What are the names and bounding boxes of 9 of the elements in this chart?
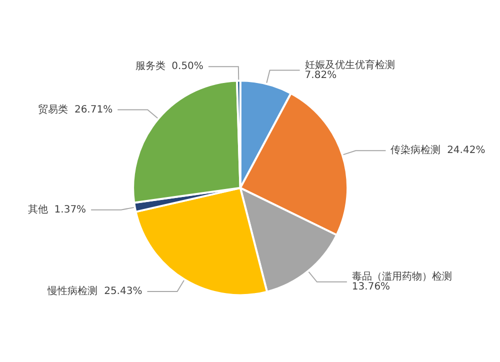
slice-label: 传染病检测 24.42% [390, 144, 486, 156]
data-label: 7.82% [304, 70, 337, 81]
slice-label: 贸易类 26.71% [38, 103, 113, 116]
slice-label: 妊娠及优生优育检测 [304, 58, 402, 71]
slice-label: 慢性病检测 25.43% [46, 284, 142, 297]
slice-label: 服务类 0.50% [135, 60, 204, 72]
slice-label: 毒品（滥用药物）检测 [352, 270, 458, 282]
data-label: 13.76% [352, 281, 390, 292]
slice-label: 其他 1.37% [28, 203, 86, 216]
